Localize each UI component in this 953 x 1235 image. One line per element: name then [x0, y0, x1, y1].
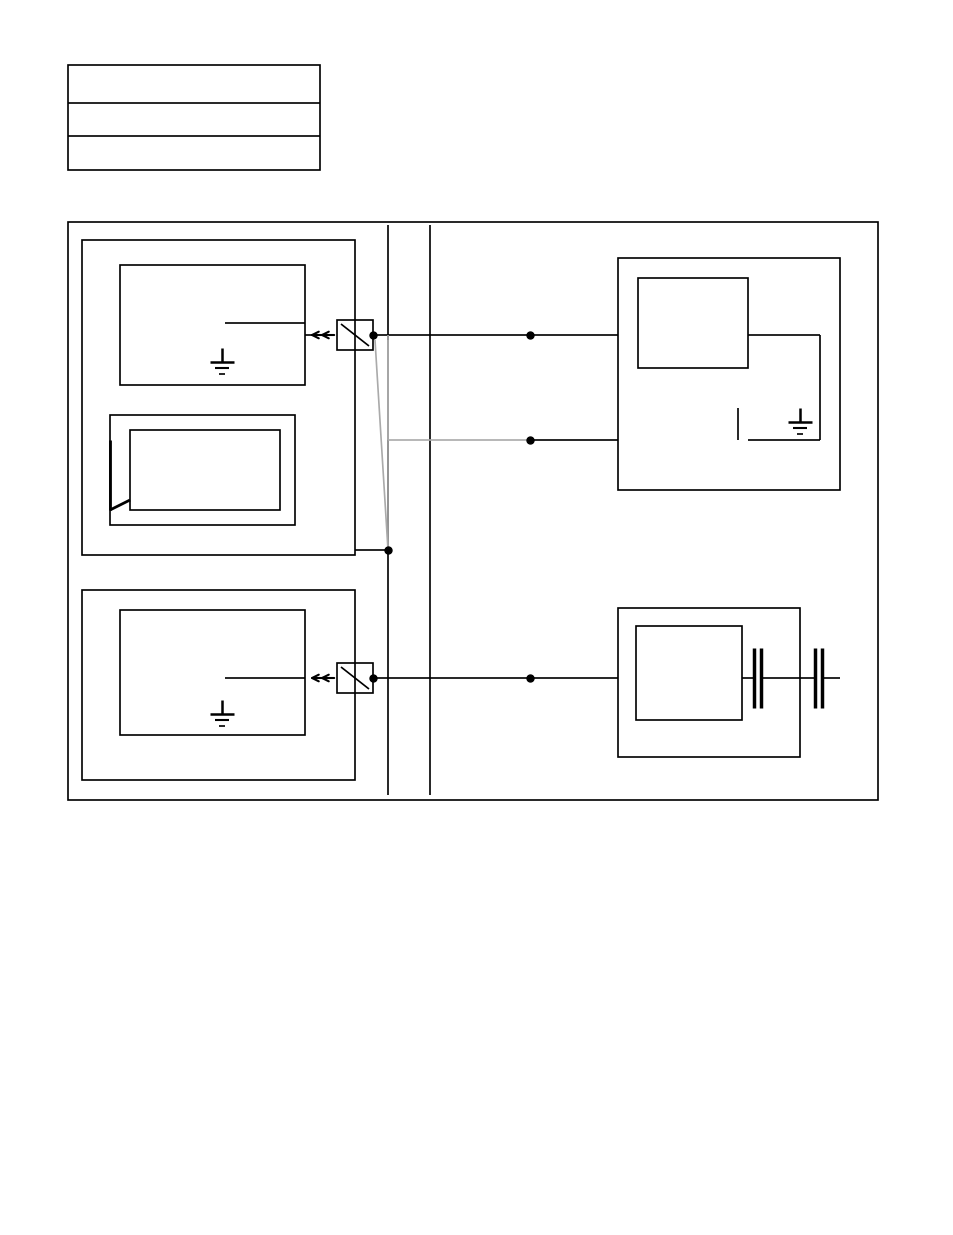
Bar [120, 266, 305, 385]
Bar [618, 258, 840, 490]
Bar [120, 610, 305, 735]
Bar [336, 663, 373, 693]
Bar [110, 415, 294, 525]
Bar [336, 320, 373, 350]
Bar [638, 278, 747, 368]
Bar [618, 608, 800, 757]
Bar [68, 65, 319, 170]
Bar [636, 626, 741, 720]
Bar [82, 590, 355, 781]
Bar [68, 222, 877, 800]
Bar [130, 430, 280, 510]
Bar [82, 240, 355, 555]
